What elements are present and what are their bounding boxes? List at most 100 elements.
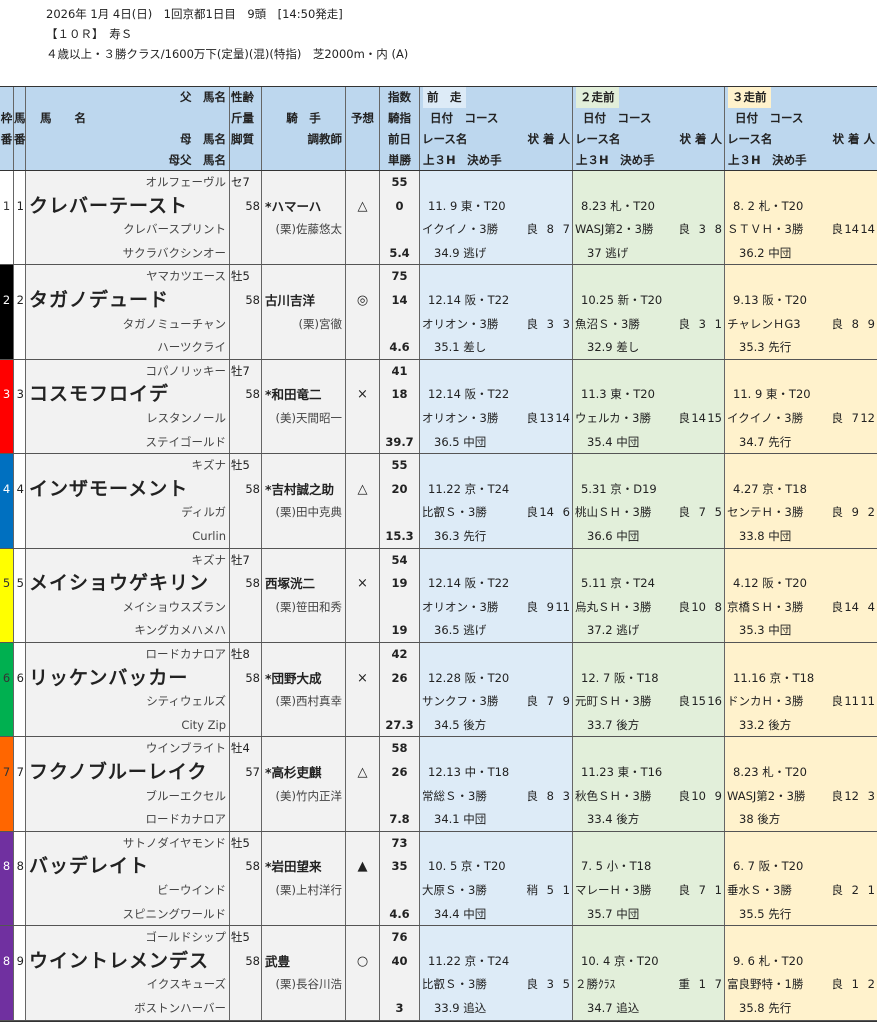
horse-row[interactable]: 3 3 コパノリッキー コスモフロイデ レスタンノール ステイゴールド 牡7 58 *和田竜二 (… (0, 359, 877, 455)
last-3f-time: 33.9 (434, 1000, 460, 1015)
horse-number: 5 (16, 576, 24, 591)
popularity: 11 (555, 599, 570, 614)
trainer-name: (美)天間昭一 (275, 410, 342, 425)
horse-name[interactable]: ウイントレメンデス (29, 949, 210, 972)
jockey-name: 武豊 (265, 953, 291, 969)
popularity: 4 (867, 599, 875, 614)
last-3f-time: 37 (587, 245, 602, 260)
sex-age: 牡8 (231, 646, 250, 661)
past-race-1: 12.14 阪・T22 オリオン・3勝 良 911 36.5 逃げ (420, 548, 573, 642)
horse-row[interactable]: 4 4 キズナ インザモーメント ディルガ Curlin 牡5 58 *吉村誠之助 (栗)田中克典… (0, 454, 877, 549)
race-date: 12.14 (428, 576, 461, 591)
race-name: マレーＨ・3勝 (575, 882, 652, 897)
finish-position: 8 (546, 788, 554, 803)
sex-age: 牡7 (231, 552, 250, 567)
trainer-name: (栗)西村真幸 (275, 694, 342, 709)
horse-row[interactable]: 7 7 ウインブライト フクノブルーレイク ブルーエクセル ロードカナロア 牡4 57 *高杉吏… (0, 737, 877, 832)
dam-name: ビーウインド (157, 882, 226, 897)
past-race-1: 11.22 京・T24 比叡Ｓ・3勝 良14 6 36.3 先行 (420, 454, 573, 548)
horse-name[interactable]: クレバーテースト (29, 194, 189, 217)
dam-name: レスタンノール (146, 410, 226, 425)
finish-position: 1 (698, 977, 706, 992)
jockey-name: *岩田望来 (265, 859, 322, 875)
track-condition: 良 (526, 316, 539, 331)
horse-name[interactable]: インザモーメント (29, 477, 189, 500)
prediction-mark: ▲ (357, 859, 368, 875)
horse-number: 4 (16, 481, 24, 496)
track-condition: 重 (678, 977, 691, 992)
past-race-2: 7. 5 小・T18 マレーＨ・3勝 良 7 1 35.7 中団 (573, 831, 725, 926)
sex-age: 牡4 (231, 741, 250, 756)
horse-name[interactable]: メイショウゲキリン (29, 572, 210, 595)
horse-name[interactable]: リッケンバッカー (29, 666, 189, 689)
header-index: 指数 (388, 90, 411, 104)
weight-carried: 58 (245, 481, 260, 496)
header-past-last3f-style: 上３H 決め手 (576, 153, 655, 167)
running-style: 中団 (463, 434, 487, 449)
track-condition: 良 (831, 694, 844, 709)
speed-index: 58 (391, 741, 408, 756)
running-style: 中団 (616, 528, 640, 543)
race-course: 阪・T20 (758, 859, 804, 874)
race-date: 6. 7 (733, 859, 755, 874)
horse-row[interactable]: 1 1 オルフェーヴル クレバーテースト クレバースプリント サクラバクシンオー セ7 58 *… (0, 171, 877, 266)
race-course: 京・T24 (464, 481, 510, 496)
popularity: 14 (555, 410, 570, 425)
horse-name[interactable]: フクノブルーレイク (29, 760, 208, 783)
trainer-name: (栗)笹田和秀 (275, 599, 342, 614)
dam-name: ディルガ (181, 505, 226, 520)
race-name: WASJ第2・3勝 (727, 788, 806, 803)
running-style: 先行 (768, 1000, 792, 1015)
horse-name[interactable]: タガノデュード (29, 288, 170, 311)
race-name: センテＨ・3勝 (727, 505, 804, 520)
past-race-2: 10.25 新・T20 魚沼Ｓ・3勝 良 3 1 32.9 差し (573, 265, 725, 359)
track-condition: 良 (678, 694, 691, 709)
race-name: 秋色ＳＨ・3勝 (575, 788, 652, 803)
horse-name[interactable]: バッデレイト (29, 855, 150, 878)
damsire-name: ステイゴールド (145, 434, 227, 449)
jockey-name: *和田竜二 (265, 387, 322, 403)
prediction-mark: ○ (356, 953, 369, 969)
header-past-last3f-style: 上３H 決め手 (728, 153, 807, 167)
track-condition: 良 (831, 505, 844, 520)
popularity: 1 (714, 316, 722, 331)
race-course: 阪・T18 (613, 670, 659, 685)
race-course: 京・T24 (464, 953, 510, 968)
track-condition: 良 (526, 694, 539, 709)
past-race-3: 11.16 京・T18 ドンカＨ・3勝 良1111 33.2 後方 (725, 642, 877, 737)
race-course: 京・T20 (613, 953, 659, 968)
horse-number: 9 (16, 953, 24, 968)
sex-age: 牡5 (231, 930, 250, 945)
running-style: 後方 (757, 812, 781, 827)
prev-day-odds: 3 (395, 1000, 404, 1015)
running-style: 先行 (768, 434, 792, 449)
horse-number: 1 (16, 198, 24, 213)
running-style: 中団 (463, 812, 487, 827)
popularity: 14 (860, 222, 875, 237)
horse-name[interactable]: コスモフロイデ (29, 383, 170, 406)
finish-position: 9 (546, 599, 554, 614)
popularity: 1 (562, 882, 570, 897)
horse-row[interactable]: 2 2 ヤマカツエース タガノデュード タガノミューチャン ハーツクライ 牡5 58 古川吉洋 (… (0, 265, 877, 360)
running-style: 中団 (463, 906, 487, 921)
popularity: 15 (707, 410, 722, 425)
past-race-2: 11.3 東・T20 ウェルカ・3勝 良1415 35.4 中団 (573, 359, 725, 454)
horse-row[interactable]: 8 9 ゴールドシップ ウイントレメンデス イクスキューズ ボストンハーバー 牡5 58 武豊 (… (0, 926, 877, 1021)
race-name: 桃山ＳＨ・3勝 (575, 505, 652, 520)
past-race-3: 11. 9 東・T20 イクイノ・3勝 良 712 34.7 先行 (725, 359, 877, 454)
track-condition: 良 (526, 222, 539, 237)
horse-row[interactable]: 8 8 サトノダイヤモンド バッデレイト ビーウインド スピニングワールド 牡5 58 *岩田望… (0, 831, 877, 927)
race-course: 東・T16 (617, 764, 663, 779)
jockey-name: 西塚洸二 (265, 576, 316, 592)
last-3f-time: 33.4 (587, 812, 613, 827)
horse-row[interactable]: 6 6 ロードカナロア リッケンバッカー シティウェルズ City Zip 牡8 58 *団野大… (0, 642, 877, 738)
prediction-mark: △ (357, 198, 368, 214)
popularity: 8 (714, 222, 722, 237)
horse-row[interactable]: 5 5 キズナ メイショウゲキリン メイショウスズラン キングカメハメハ 牡7 58 西塚洸二 (… (0, 548, 877, 643)
race-date: 10.25 (581, 292, 614, 307)
race-name: チャレンＨG3 (727, 316, 801, 331)
header-past-race-1: 前 走日付 コース レース名 状 着 人上３H 決め手 (420, 87, 573, 170)
sire-name: オルフェーヴル (145, 175, 227, 189)
race-name: 常総Ｓ・3勝 (422, 788, 487, 803)
sex-age: 牡5 (231, 269, 250, 284)
